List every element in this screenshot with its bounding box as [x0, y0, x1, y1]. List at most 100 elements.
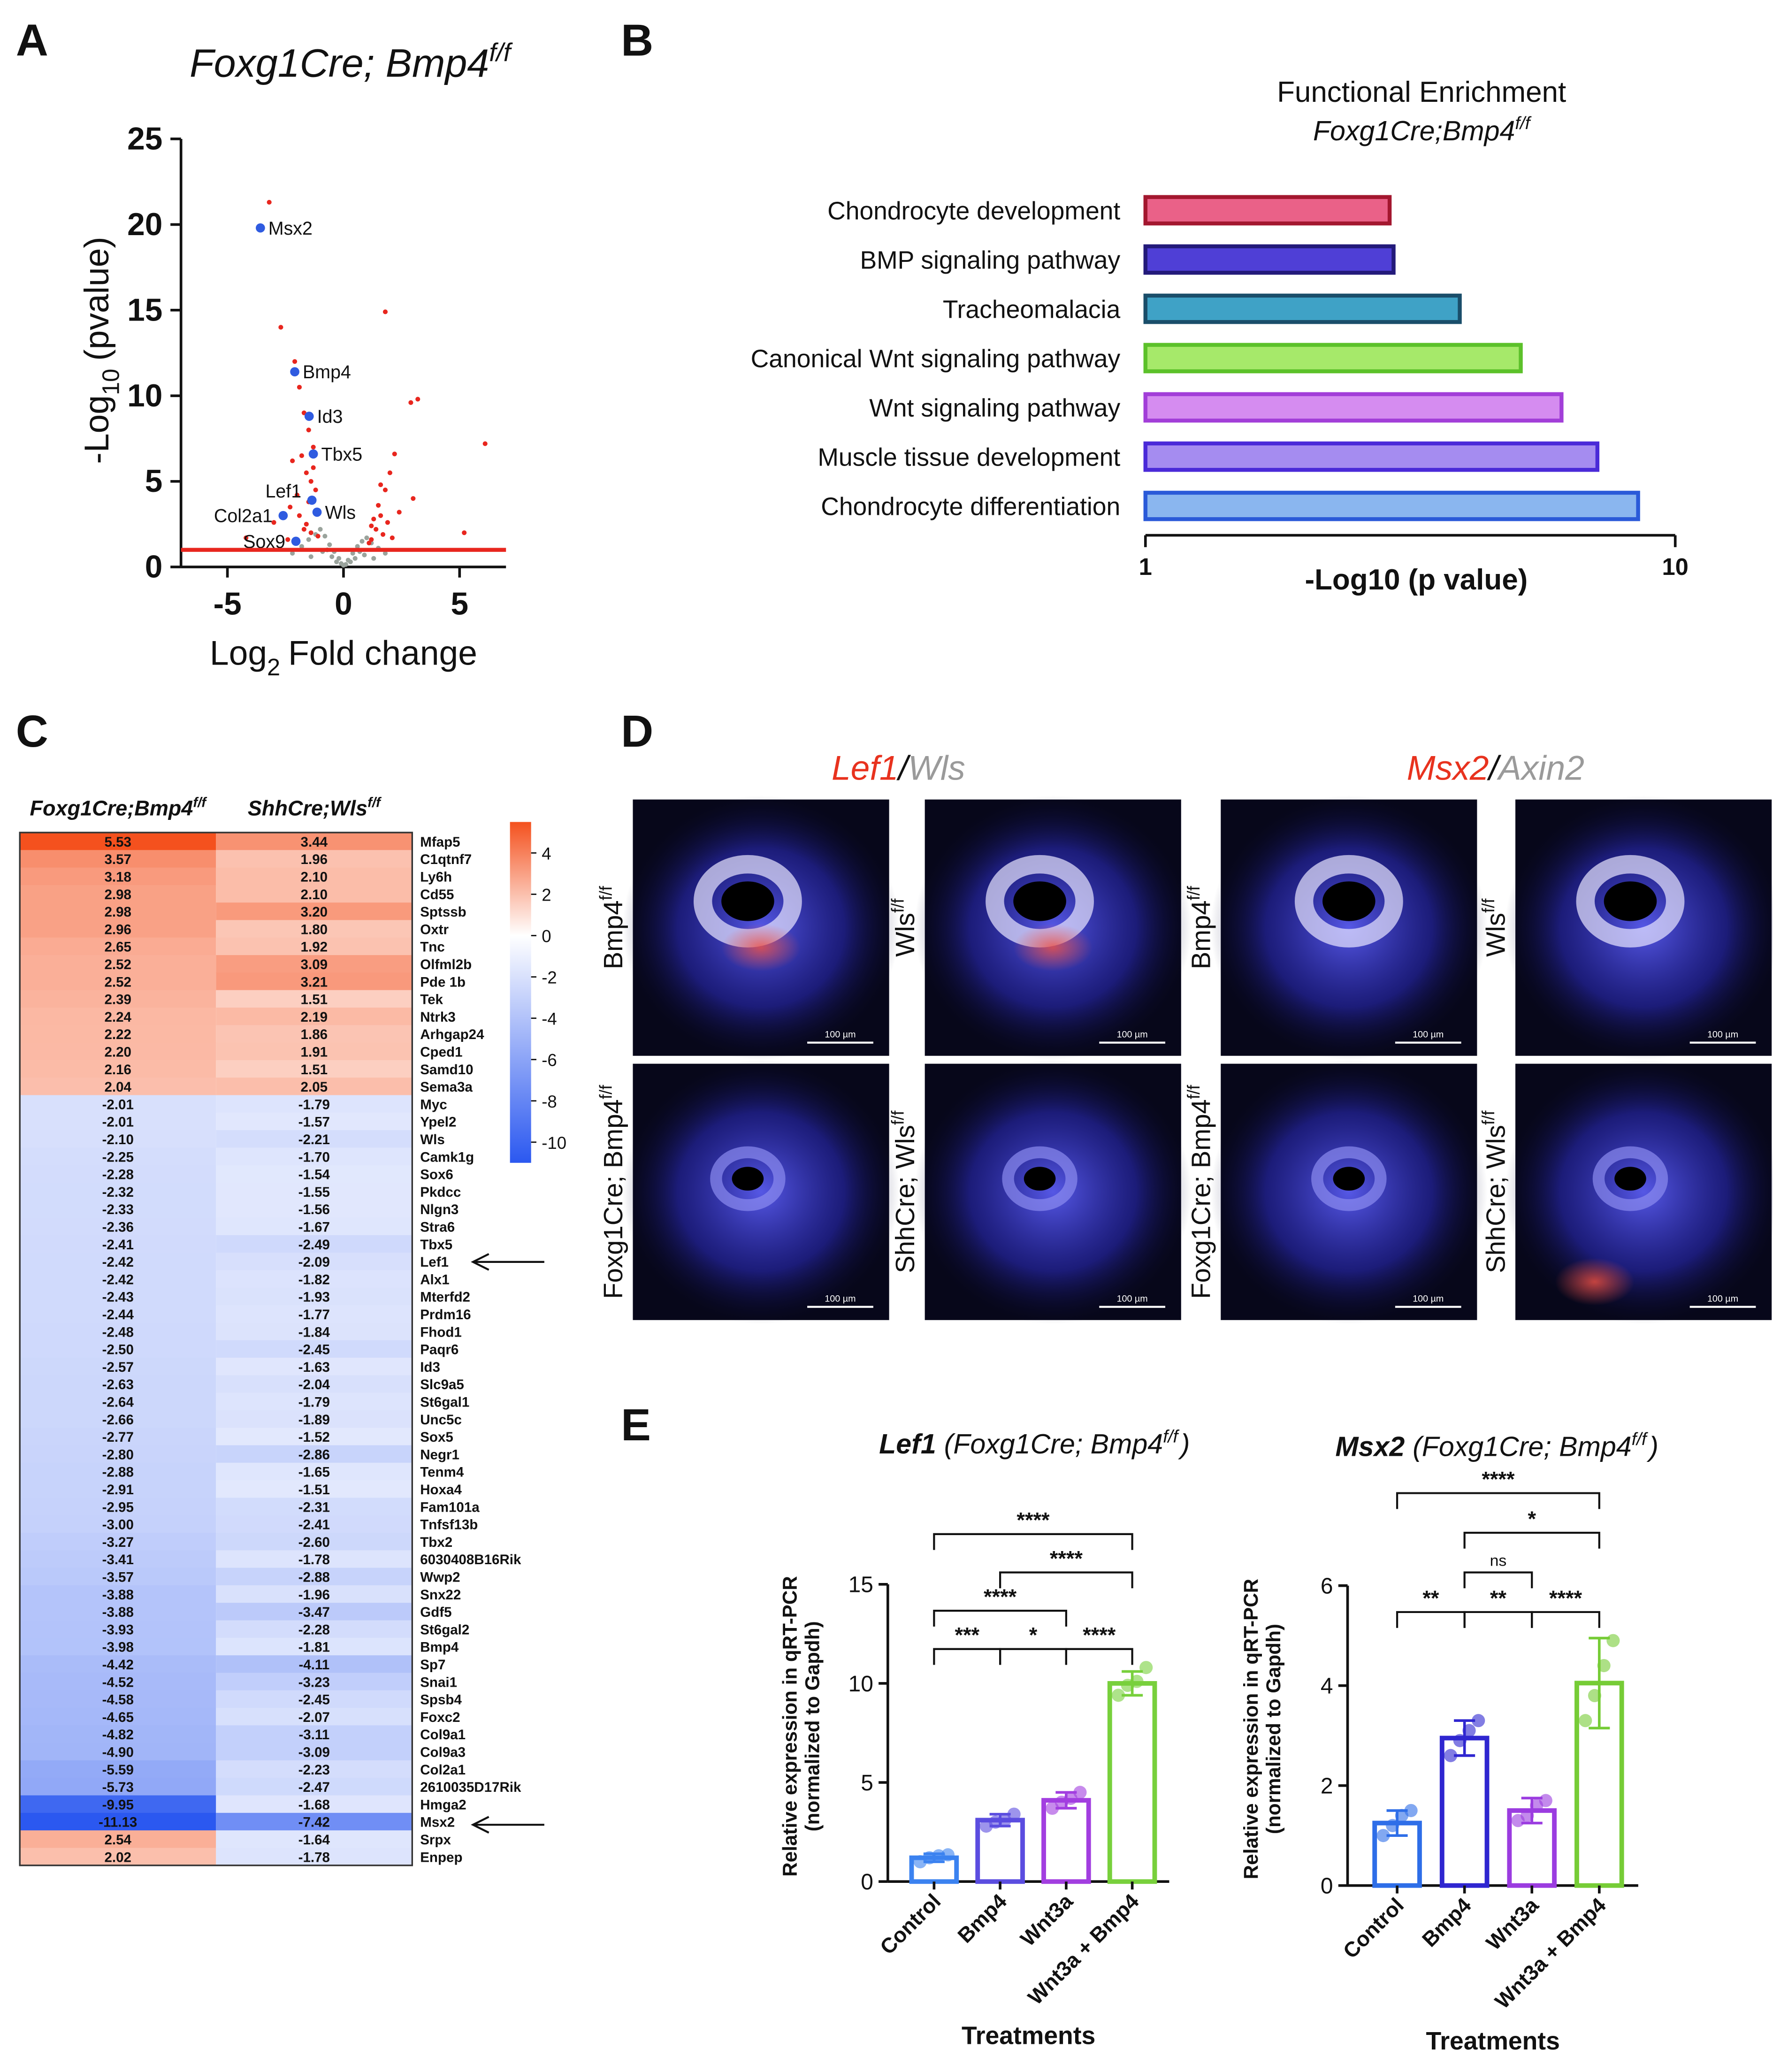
error-bar — [1386, 1809, 1408, 1837]
highlight-point — [312, 507, 322, 517]
cell-label: -2.45 — [298, 1692, 330, 1708]
heatmap-cell — [20, 1042, 216, 1061]
x-axis-label-part: Fold change — [288, 634, 477, 672]
point — [359, 539, 365, 544]
data-point — [1606, 1634, 1620, 1647]
significance-label: ** — [1490, 1586, 1507, 1610]
cell-label: -2.33 — [102, 1202, 134, 1217]
heatmap-cell — [216, 1078, 413, 1096]
row-label: Sptssb — [420, 904, 466, 920]
cell-label: -1.70 — [298, 1149, 330, 1165]
cell-label: -1.79 — [298, 1097, 330, 1112]
heatmap-cell — [20, 1445, 216, 1463]
x-tick-label: 5 — [451, 586, 468, 621]
row-label: Tek — [420, 992, 443, 1008]
cell-label: -1.93 — [298, 1290, 330, 1305]
y-axis-label: (normalized to Gapdh) — [801, 1621, 823, 1831]
row-label: Ly6h — [420, 869, 452, 885]
heatmap-cell — [216, 1760, 413, 1779]
cell-label: -2.48 — [102, 1324, 134, 1340]
cell-label: 2.10 — [301, 887, 328, 902]
heatmap-cell — [20, 832, 216, 851]
lumen — [1614, 1167, 1646, 1191]
heatmap-cell — [20, 1498, 216, 1516]
heatmap-cell — [216, 1637, 413, 1656]
heatmap-cell — [216, 902, 413, 921]
row-label: Sox6 — [420, 1167, 453, 1183]
significance-bracket — [1531, 1611, 1600, 1628]
x-tick-label: Bmp4 — [1417, 1893, 1476, 1952]
column-header: ShhCre;Wlsf/f — [248, 795, 382, 820]
cell-label: -2.91 — [102, 1482, 134, 1498]
cell-label: -1.82 — [298, 1272, 330, 1287]
point — [267, 199, 272, 205]
micrograph: 100 µm — [914, 1060, 1192, 1324]
row-label: Mterfd2 — [420, 1290, 470, 1305]
point — [308, 479, 313, 484]
heatmap-cell — [20, 1812, 216, 1831]
heatmap-cell — [216, 937, 413, 956]
cell-label: -1.52 — [298, 1430, 330, 1445]
heatmap-cell — [216, 1042, 413, 1061]
point — [338, 561, 344, 566]
heatmap-cell — [216, 1287, 413, 1306]
significance-label: ** — [1422, 1586, 1439, 1610]
heatmap-cell — [216, 1130, 413, 1148]
row-label: Samd10 — [420, 1062, 473, 1078]
heatmap-border — [19, 832, 413, 1866]
heatmap-cell — [216, 1428, 413, 1446]
heatmap-cell — [20, 1392, 216, 1411]
colorbar-tick-label: 4 — [542, 844, 551, 864]
row-label: Unc5c — [420, 1412, 462, 1428]
row-label: Snai1 — [420, 1674, 457, 1690]
scale-bar-label: 100 µm — [1413, 1293, 1444, 1304]
chart-subtitle: Foxg1Cre;Bmp4f/f — [1313, 113, 1532, 146]
heatmap-cell — [216, 1620, 413, 1638]
row-label: Bmp4 — [420, 1640, 459, 1655]
row-label: Arhgap24 — [420, 1027, 484, 1042]
column-header-part: ShhCre;Wls — [248, 796, 367, 820]
cell-label: -2.25 — [102, 1149, 134, 1165]
genotype-label-part: f/f — [596, 886, 615, 900]
error-bar — [1055, 1791, 1077, 1810]
colorbar — [510, 822, 531, 1163]
heatmap-cell — [20, 1725, 216, 1743]
highlight-point — [290, 367, 299, 377]
signal-glow — [721, 924, 801, 971]
y-axis-label-part: -Log — [77, 395, 116, 464]
row-label: Hmga2 — [420, 1797, 466, 1812]
row-label: Tnc — [420, 940, 445, 955]
point — [311, 465, 316, 470]
point — [382, 550, 388, 556]
point-label: Col2a1 — [214, 506, 273, 527]
row-label: Msx2 — [420, 1815, 455, 1830]
chart-title: Foxg1Cre; Bmp4f/f — [190, 38, 513, 85]
point — [369, 537, 374, 542]
tissue-glow — [1505, 1060, 1773, 1324]
column-header-part: Foxg1Cre;Bmp4 — [30, 796, 193, 820]
heatmap-cell — [20, 1603, 216, 1621]
y-tick-label: 6 — [1321, 1574, 1333, 1599]
row-label: Fam101a — [420, 1499, 480, 1515]
x-tick-label: Bmp4 — [953, 1889, 1012, 1948]
x-tick-label: Wnt3a + Bmp4 — [1023, 1889, 1143, 2009]
point — [374, 527, 379, 532]
genotype-label-part: f/f — [888, 898, 908, 913]
chart-title-part: f/f — [489, 38, 512, 67]
row-label: Id3 — [420, 1360, 440, 1375]
heatmap-cell — [20, 1323, 216, 1341]
data-point — [1579, 1714, 1592, 1728]
category-label: Muscle tissue development — [818, 444, 1120, 472]
row-label: Col9a3 — [420, 1745, 466, 1760]
point — [334, 559, 339, 565]
point — [278, 325, 283, 330]
significance-label: **** — [984, 1585, 1017, 1609]
cell-label: -1.84 — [298, 1324, 330, 1340]
point — [288, 505, 293, 510]
error-bar — [1122, 1670, 1143, 1697]
chart-title: Lef1 (Foxg1Cre; Bmp4f/f) — [879, 1426, 1190, 1460]
cell-label: -3.47 — [298, 1605, 330, 1620]
heatmap-cell — [216, 885, 413, 903]
row-label: Lef1 — [420, 1254, 449, 1270]
point — [301, 527, 306, 532]
